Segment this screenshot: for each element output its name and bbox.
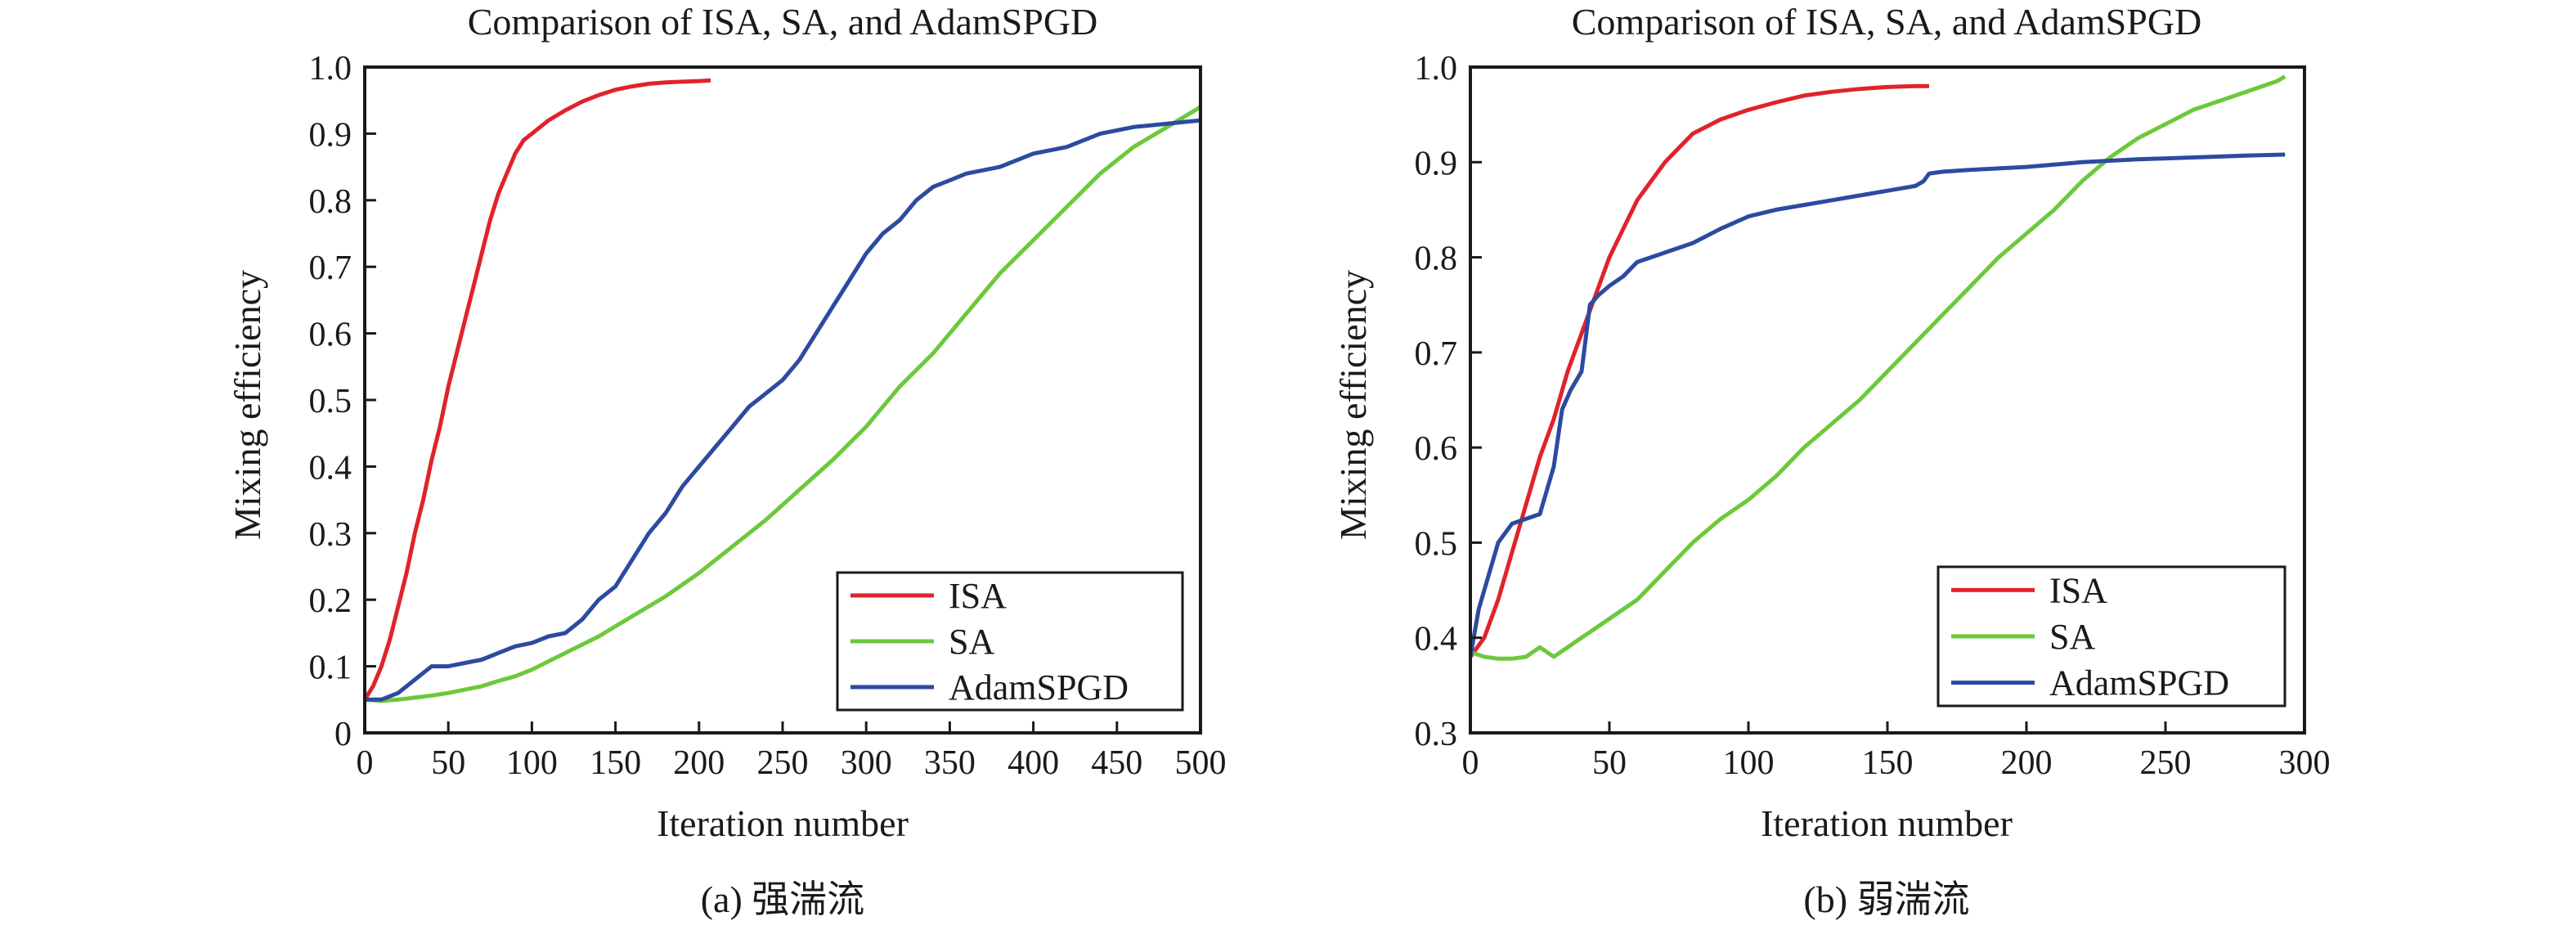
y-tick-label-b: 0.8 bbox=[1415, 240, 1458, 278]
y-axis-label-a: Mixing efficiency bbox=[227, 270, 268, 540]
x-tick-label-b: 200 bbox=[2001, 744, 2053, 782]
y-tick-label-a: 0.3 bbox=[309, 516, 352, 554]
y-tick-label-b: 0.7 bbox=[1415, 335, 1458, 373]
y-tick-label-a: 0.1 bbox=[309, 649, 352, 687]
y-tick-label-a: 0.5 bbox=[309, 383, 352, 420]
x-axis-label-b: Iteration number bbox=[1761, 802, 2013, 844]
x-tick-label-b: 300 bbox=[2279, 744, 2331, 782]
chart-panel-a: Comparison of ISA, SA, and AdamSPGD Iter… bbox=[227, 1, 1227, 920]
legend-label-sa-b: SA bbox=[2049, 617, 2095, 657]
y-tick-label-b: 0.5 bbox=[1415, 525, 1458, 563]
legend-label-isa-a: ISA bbox=[949, 576, 1007, 616]
x-tick-label-a: 200 bbox=[673, 744, 725, 782]
y-tick-label-b: 0.9 bbox=[1415, 145, 1458, 182]
y-tick-label-b: 1.0 bbox=[1415, 50, 1458, 88]
x-axis-label-a: Iteration number bbox=[657, 802, 909, 844]
legend-label-adamspgd-b: AdamSPGD bbox=[2049, 663, 2229, 703]
y-tick-label-a: 0.2 bbox=[309, 582, 352, 620]
legend-label-sa-a: SA bbox=[949, 622, 994, 662]
caption-a: (a) 强湍流 bbox=[701, 878, 865, 920]
y-tick-label-a: 0.8 bbox=[309, 183, 352, 221]
x-tick-label-a: 50 bbox=[431, 744, 465, 782]
x-tick-label-a: 0 bbox=[357, 744, 374, 782]
x-tick-label-b: 100 bbox=[1723, 744, 1775, 782]
x-tick-label-b: 150 bbox=[1862, 744, 1914, 782]
y-tick-label-a: 0.4 bbox=[309, 449, 352, 487]
y-tick-label-b: 0.6 bbox=[1415, 430, 1458, 468]
legend-label-adamspgd-a: AdamSPGD bbox=[949, 667, 1129, 708]
legend-label-isa-b: ISA bbox=[2049, 570, 2107, 610]
x-tick-label-a: 150 bbox=[590, 744, 641, 782]
series-line-isa-a bbox=[365, 78, 711, 701]
x-tick-label-b: 250 bbox=[2140, 744, 2192, 782]
y-tick-label-a: 0 bbox=[334, 716, 352, 753]
chart-title-a: Comparison of ISA, SA, and AdamSPGD bbox=[468, 1, 1098, 43]
y-tick-label-a: 0.6 bbox=[309, 317, 352, 354]
x-tick-label-a: 350 bbox=[924, 744, 976, 782]
y-tick-label-b: 0.3 bbox=[1415, 716, 1458, 753]
y-tick-label-b: 0.4 bbox=[1415, 621, 1458, 658]
x-tick-label-a: 100 bbox=[506, 744, 558, 782]
y-tick-label-a: 1.0 bbox=[309, 50, 352, 88]
x-tick-label-b: 50 bbox=[1592, 744, 1627, 782]
x-tick-label-a: 450 bbox=[1091, 744, 1142, 782]
x-tick-label-b: 0 bbox=[1462, 744, 1479, 782]
caption-b: (b) 弱湍流 bbox=[1803, 878, 1969, 920]
x-tick-label-a: 500 bbox=[1175, 744, 1227, 782]
series-line-sa-b bbox=[1470, 74, 2287, 661]
chart-panel-b: Comparison of ISA, SA, and AdamSPGD Iter… bbox=[1332, 1, 2331, 920]
series-line-isa-b bbox=[1470, 83, 1929, 658]
y-tick-label-a: 0.7 bbox=[309, 249, 352, 287]
chart-title-b: Comparison of ISA, SA, and AdamSPGD bbox=[1572, 1, 2202, 43]
series-line-adamspgd-b bbox=[1470, 152, 2286, 658]
x-tick-label-a: 250 bbox=[757, 744, 809, 782]
x-tick-label-a: 400 bbox=[1008, 744, 1059, 782]
y-tick-label-a: 0.9 bbox=[309, 116, 352, 154]
x-tick-label-a: 300 bbox=[841, 744, 892, 782]
series-line-adamspgd-a bbox=[365, 118, 1200, 702]
series-line-sa-a bbox=[365, 105, 1200, 703]
y-axis-label-b: Mixing efficiency bbox=[1332, 270, 1374, 540]
